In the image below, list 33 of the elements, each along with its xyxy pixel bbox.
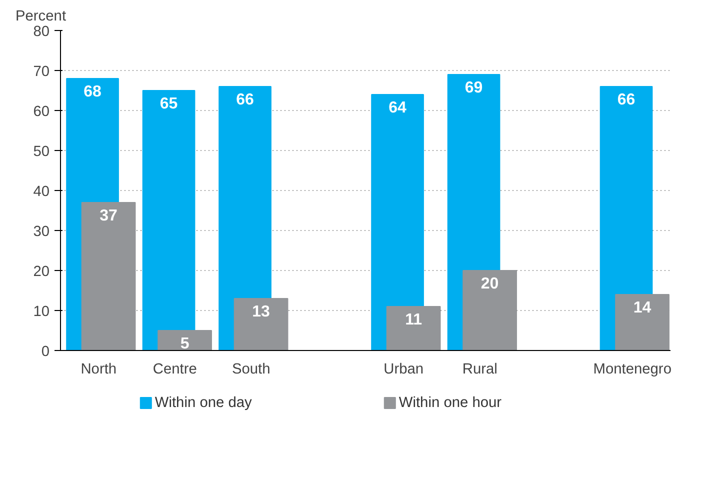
x-tick-label: South bbox=[232, 362, 270, 378]
y-tick-label: 70 bbox=[33, 64, 50, 80]
y-tick-label: 0 bbox=[41, 344, 50, 360]
legend-label: Within one hour bbox=[398, 395, 502, 411]
y-tick-label: 60 bbox=[33, 104, 50, 120]
data-label: 13 bbox=[252, 304, 270, 320]
data-label: 68 bbox=[84, 84, 102, 100]
x-tick-label: North bbox=[80, 362, 117, 378]
y-tick-label: 30 bbox=[33, 224, 50, 240]
data-label: 66 bbox=[617, 92, 636, 108]
data-label: 66 bbox=[236, 92, 254, 108]
data-label: 65 bbox=[160, 96, 178, 112]
bar bbox=[142, 90, 196, 350]
data-label: 20 bbox=[480, 276, 499, 292]
x-tick-label: Montenegro bbox=[593, 362, 672, 378]
y-tick-label: 20 bbox=[33, 264, 50, 280]
y-axis-title: Percent bbox=[16, 8, 66, 24]
data-label: 37 bbox=[100, 208, 118, 224]
data-label: 14 bbox=[633, 300, 652, 316]
x-tick-label: Urban bbox=[384, 362, 424, 378]
data-label: 69 bbox=[464, 80, 483, 96]
bar bbox=[158, 330, 212, 350]
x-tick-label: Rural bbox=[462, 362, 498, 378]
y-tick-label: 80 bbox=[33, 24, 50, 40]
data-label: 5 bbox=[180, 336, 190, 352]
y-tick-label: 50 bbox=[33, 144, 50, 160]
data-label: 64 bbox=[388, 100, 407, 116]
y-tick-label: 40 bbox=[33, 184, 50, 200]
y-tick-label: 10 bbox=[33, 304, 50, 320]
data-label: 11 bbox=[405, 312, 422, 328]
x-tick-label: Centre bbox=[152, 362, 197, 378]
legend-label: Within one day bbox=[154, 395, 253, 411]
bar bbox=[615, 294, 670, 350]
